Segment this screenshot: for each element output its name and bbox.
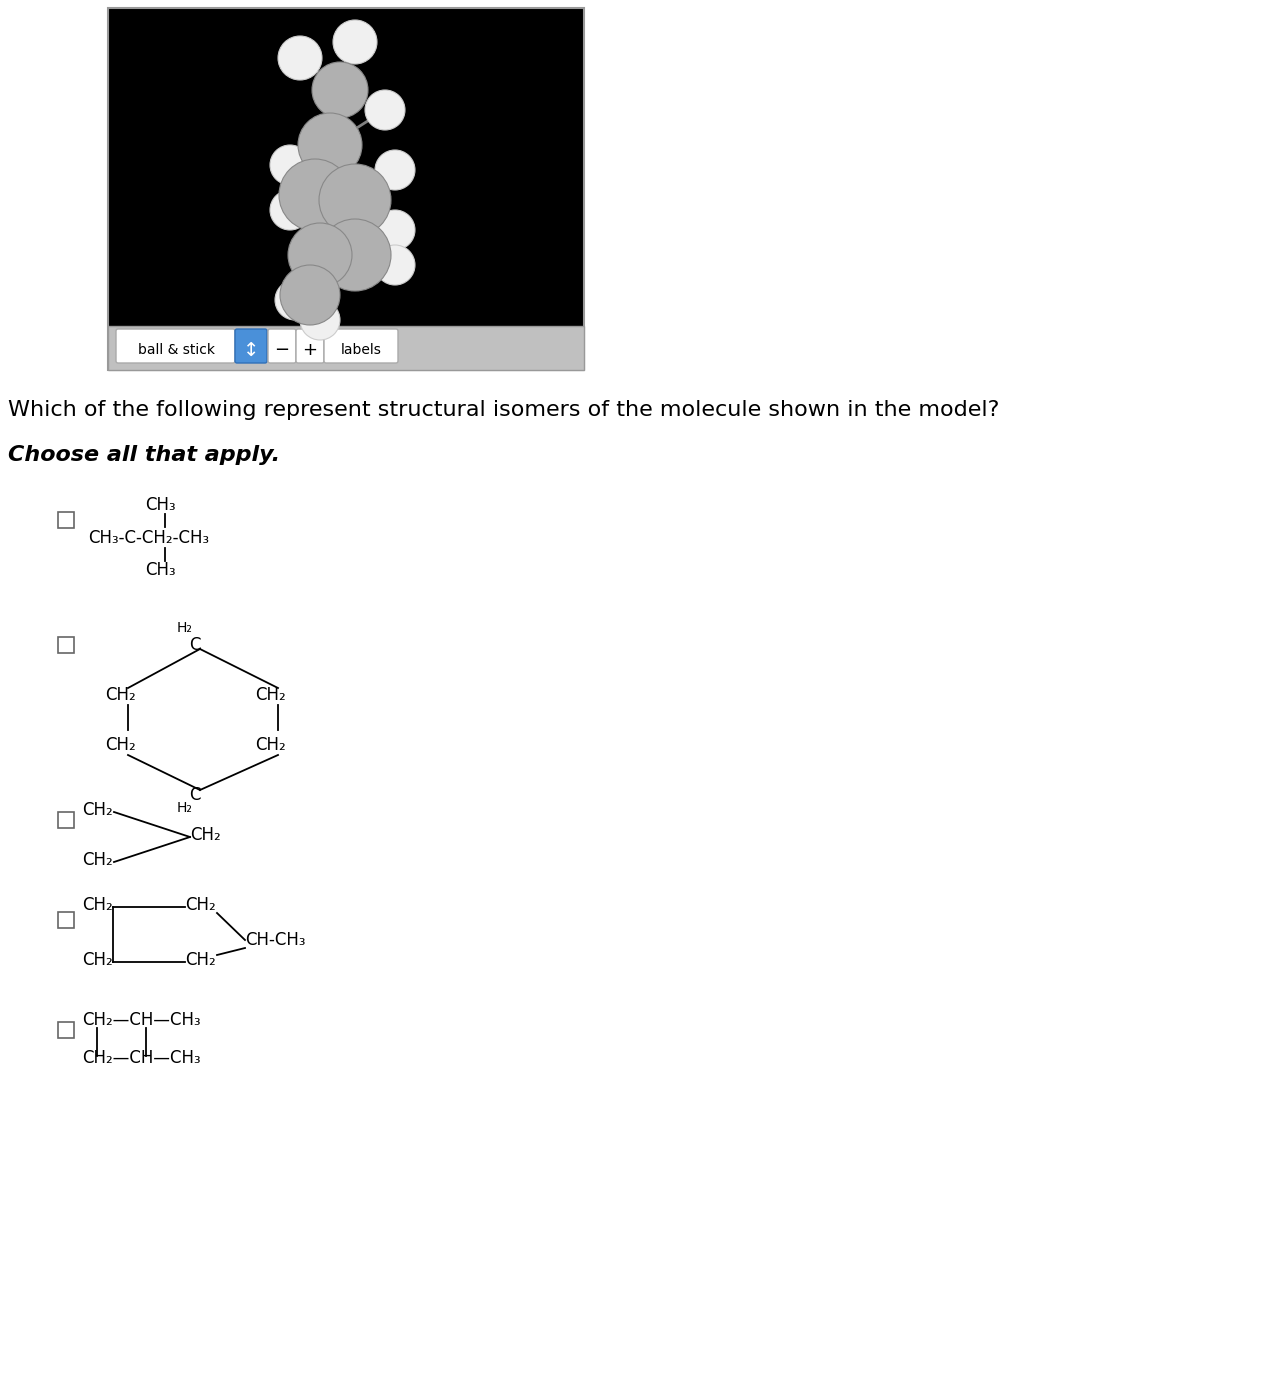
Text: C: C <box>189 787 200 805</box>
Text: labels: labels <box>341 344 382 357</box>
Bar <box>57 912 74 927</box>
Text: +: + <box>302 341 318 359</box>
Circle shape <box>271 190 310 230</box>
Circle shape <box>276 280 315 320</box>
Text: CH₂: CH₂ <box>185 896 216 914</box>
Text: CH-CH₃: CH-CH₃ <box>245 932 305 949</box>
Text: −: − <box>274 341 290 359</box>
Text: CH₂—CH—CH₃: CH₂—CH—CH₃ <box>82 1049 200 1067</box>
Circle shape <box>278 36 322 80</box>
Circle shape <box>279 265 339 326</box>
Text: CH₃: CH₃ <box>144 562 175 580</box>
Text: CH₃-C-CH₂-CH₃: CH₃-C-CH₂-CH₃ <box>88 529 209 546</box>
Bar <box>57 1023 74 1038</box>
Text: Choose all that apply.: Choose all that apply. <box>8 444 281 465</box>
Circle shape <box>333 19 376 63</box>
Text: Which of the following represent structural isomers of the molecule shown in the: Which of the following represent structu… <box>8 400 999 420</box>
Text: CH₂: CH₂ <box>190 827 221 845</box>
Circle shape <box>313 62 367 119</box>
Circle shape <box>375 210 415 250</box>
Text: CH₂: CH₂ <box>82 800 112 818</box>
Circle shape <box>365 90 404 130</box>
Bar <box>57 811 74 828</box>
Text: C: C <box>189 636 200 654</box>
Bar <box>108 326 584 370</box>
Text: CH₂: CH₂ <box>255 736 286 753</box>
Text: CH₂—CH—CH₃: CH₂—CH—CH₃ <box>82 1012 200 1029</box>
Text: CH₃: CH₃ <box>144 495 175 513</box>
FancyBboxPatch shape <box>235 328 267 363</box>
Text: CH₂: CH₂ <box>82 896 112 914</box>
Text: CH₂: CH₂ <box>255 686 286 704</box>
Circle shape <box>319 219 390 291</box>
Text: CH₂: CH₂ <box>105 736 135 753</box>
Text: CH₂: CH₂ <box>82 951 112 969</box>
Text: CH₂: CH₂ <box>82 851 112 869</box>
FancyBboxPatch shape <box>296 328 324 363</box>
Bar <box>57 512 74 529</box>
Bar <box>57 638 74 653</box>
Circle shape <box>299 113 362 177</box>
Text: H₂: H₂ <box>177 621 193 635</box>
Text: ↕: ↕ <box>242 341 259 360</box>
Text: CH₂: CH₂ <box>105 686 135 704</box>
Circle shape <box>375 150 415 190</box>
Circle shape <box>271 145 310 185</box>
Circle shape <box>288 224 352 287</box>
Text: H₂: H₂ <box>177 800 193 816</box>
FancyBboxPatch shape <box>116 328 235 363</box>
FancyBboxPatch shape <box>324 328 398 363</box>
Circle shape <box>375 246 415 286</box>
Text: ball & stick: ball & stick <box>138 344 214 357</box>
Text: CH₂: CH₂ <box>185 951 216 969</box>
Circle shape <box>319 164 390 236</box>
Circle shape <box>279 159 351 230</box>
FancyBboxPatch shape <box>268 328 296 363</box>
Bar <box>108 8 584 370</box>
Circle shape <box>300 299 339 339</box>
